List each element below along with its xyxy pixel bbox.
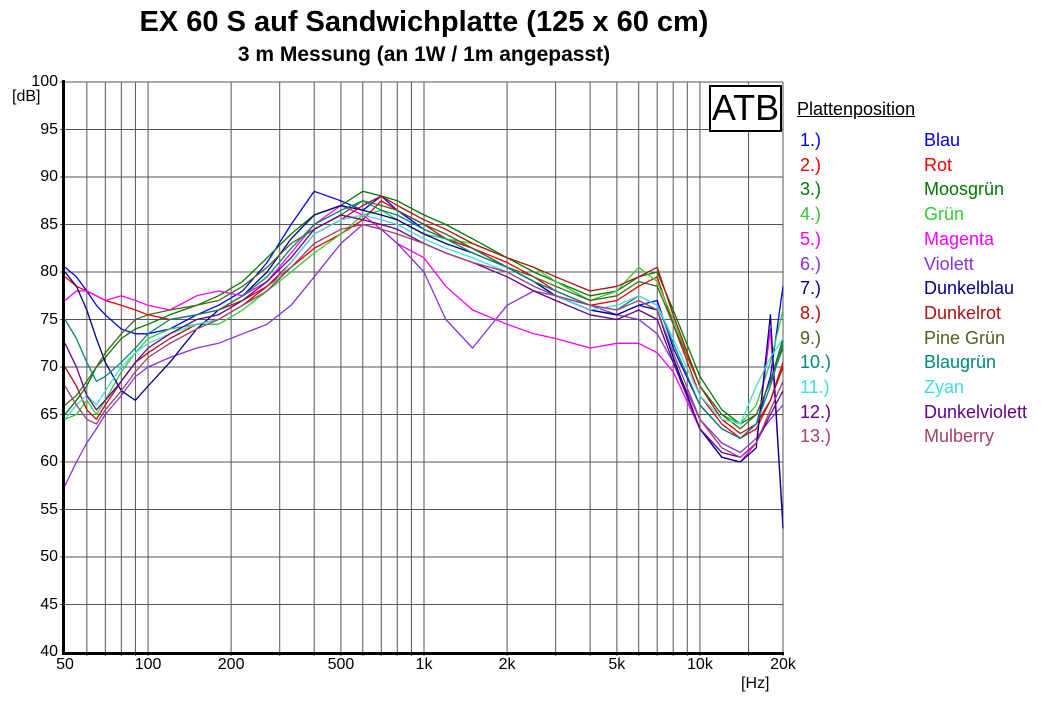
curve-blaugrün — [64, 200, 784, 439]
legend-item-number: 10.) — [800, 352, 832, 373]
y-tick-label: 85 — [40, 215, 58, 233]
legend-item-label: Magenta — [924, 228, 995, 249]
legend-item-label: Mulberry — [924, 426, 995, 447]
legend-item-number: 2.) — [800, 154, 822, 175]
y-tick-label: 80 — [40, 263, 58, 280]
legend-item-number: 7.) — [800, 278, 822, 299]
legend-item-number: 11.) — [800, 377, 830, 397]
legend-heading: Plattenposition — [797, 99, 916, 119]
atb-logo: ATB — [709, 85, 782, 132]
legend-item-label: Zyan — [924, 377, 965, 397]
legend-item-label: Rot — [924, 154, 953, 175]
curve-dunkelblau — [64, 204, 784, 529]
legend-item: 13.) Mulberry — [797, 424, 1052, 449]
legend-item: 10.) Blaugrün — [797, 350, 1052, 375]
legend-item-number: 1.) — [800, 130, 822, 150]
legend-item: 2.) Rot — [797, 153, 1052, 178]
legend-item-label: Blau — [924, 130, 961, 150]
chart-title: EX 60 S auf Sandwichplatte (125 x 60 cm) — [139, 6, 709, 38]
x-tick-label: 100 — [134, 656, 162, 673]
y-tick-label: 60 — [40, 453, 58, 470]
curve-blau — [64, 190, 784, 439]
legend-panel: Plattenposition 1.) Blau 2.) Rot 3.) Moosgrün… — [797, 99, 1052, 446]
x-tick-label: 50 — [56, 656, 74, 673]
legend-item-number: 5.) — [800, 228, 822, 249]
legend-item: 3.) Moosgrün — [797, 177, 1052, 202]
curve-pine-grün — [64, 200, 784, 430]
legend-item-number: 4.) — [800, 204, 822, 225]
x-tick-label: 2k — [498, 656, 516, 673]
legend-item-number: 13.) — [800, 426, 832, 447]
x-tick-label: 1k — [415, 656, 433, 673]
y-tick-label: 70 — [40, 358, 58, 375]
legend-item: 8.) Dunkelrot — [797, 301, 1052, 326]
legend-item: 7.) Dunkelblau — [797, 276, 1052, 301]
x-tick-label: 10k — [687, 656, 713, 673]
x-tick-label: 20k — [770, 656, 796, 673]
legend-item-label: Moosgrün — [924, 179, 1005, 200]
legend-item-label: Grün — [924, 204, 965, 225]
legend-item: 1.) Blau — [797, 128, 1052, 153]
legend-item-number: 8.) — [800, 302, 822, 323]
legend-item-label: Dunkelrot — [924, 302, 1002, 323]
y-tick-label: 50 — [40, 548, 58, 565]
legend-item: 9.) Pine Grün — [797, 326, 1052, 351]
y-tick-label: 55 — [40, 500, 58, 518]
legend-item-number: 9.) — [800, 327, 822, 348]
legend-item-label: Pine Grün — [924, 327, 1006, 348]
x-axis-unit-label: [Hz] — [741, 675, 770, 692]
legend-item-number: 12.) — [800, 401, 832, 422]
legend-item: 11.) Zyan — [797, 375, 1052, 400]
legend-item: 5.) Magenta — [797, 227, 1052, 252]
legend-item-label: Dunkelblau — [924, 278, 1015, 299]
legend-item-label: Dunkelviolett — [924, 401, 1028, 422]
y-tick-label: 65 — [40, 405, 58, 423]
x-tick-label: 5k — [608, 656, 626, 673]
y-tick-label: 100 — [31, 73, 58, 90]
legend-item-label: Violett — [924, 253, 974, 274]
y-tick-label: 40 — [40, 643, 58, 660]
legend-item: 4.) Grün — [797, 202, 1052, 227]
y-tick-label: 45 — [40, 595, 58, 613]
x-tick-label: 500 — [327, 656, 355, 673]
x-tick-label: 200 — [217, 656, 245, 673]
legend-item: 6.) Violett — [797, 252, 1052, 277]
y-tick-label: 75 — [40, 310, 58, 328]
curve-dunkelviolett — [64, 214, 784, 458]
legend-item: 12.) Dunkelviolett — [797, 400, 1052, 425]
y-tick-label: 90 — [40, 168, 58, 185]
legend-item-number: 3.) — [800, 179, 822, 200]
curve-zyan — [64, 214, 784, 425]
legend-item-label: Blaugrün — [924, 352, 997, 373]
curve-moosgrün — [64, 190, 784, 425]
y-tick-label: 95 — [40, 120, 58, 138]
legend-item-number: 6.) — [800, 253, 822, 274]
y-axis-unit-label: [dB] — [12, 88, 41, 105]
curve-mulberry — [64, 223, 784, 458]
chart-subtitle: 3 m Messung (an 1W / 1m angepasst) — [237, 43, 611, 66]
